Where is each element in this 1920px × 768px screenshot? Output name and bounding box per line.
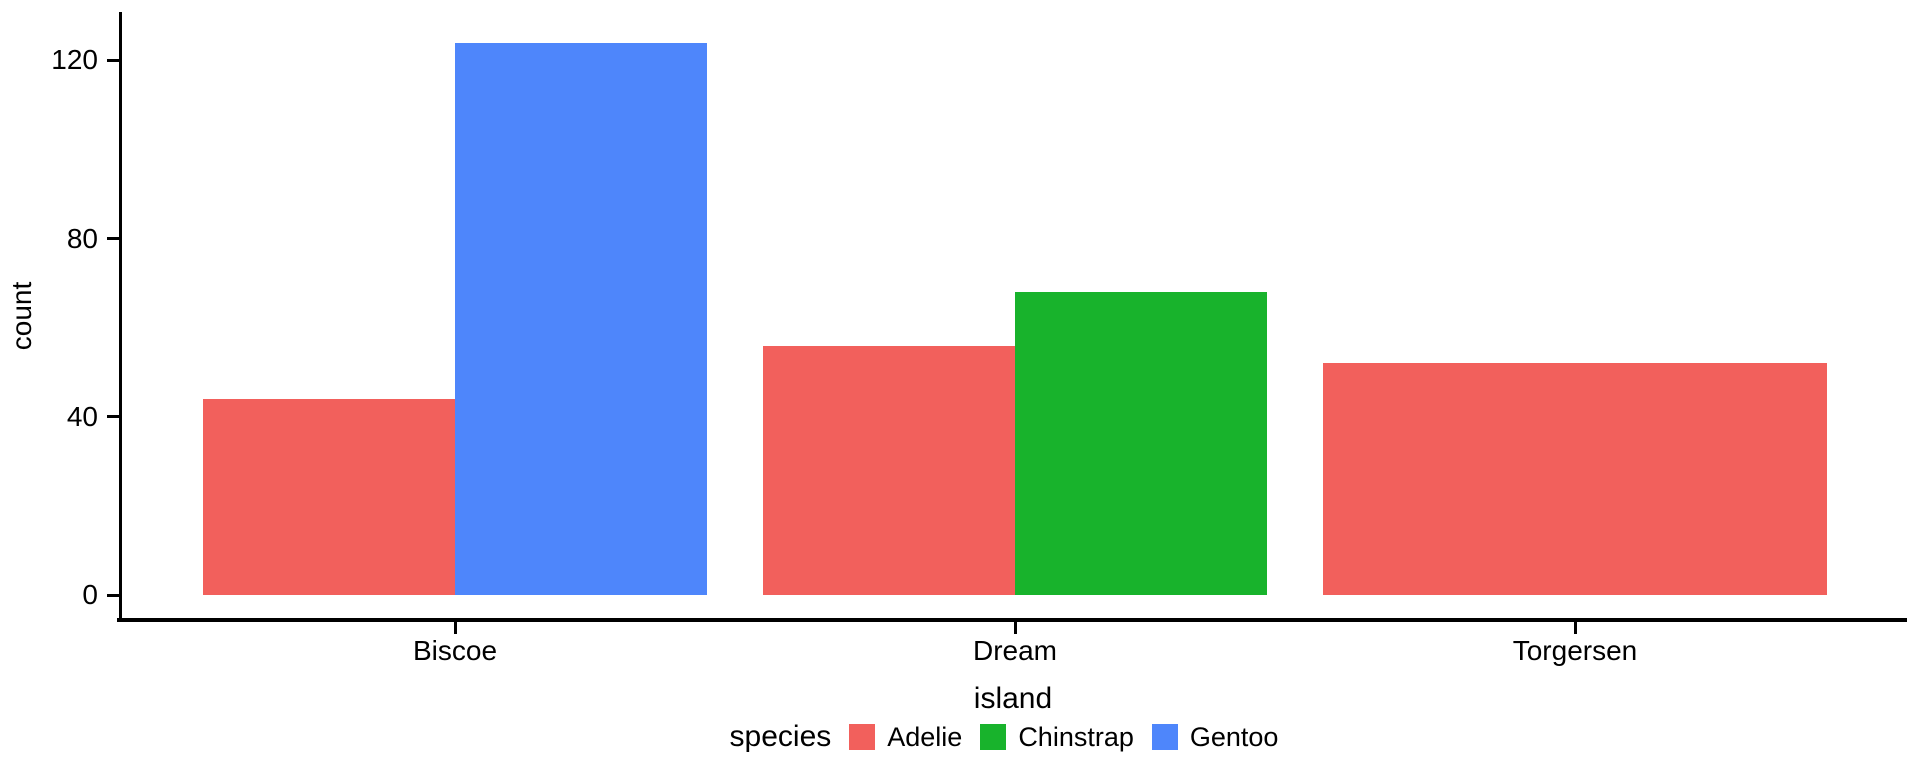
y-tick-label-80: 80 xyxy=(66,222,98,254)
x-tick-mark xyxy=(1013,622,1017,634)
x-axis-line xyxy=(117,618,1907,622)
bar-dream-chinstrap xyxy=(1015,292,1267,595)
legend-label-adelie: Adelie xyxy=(887,721,963,752)
y-tick-label-40: 40 xyxy=(66,400,98,432)
legend-label-gentoo: Gentoo xyxy=(1189,721,1279,752)
legend-entries: Adelie Chinstrap Gentoo xyxy=(849,722,1296,753)
y-tick-label-120: 120 xyxy=(51,44,98,76)
y-tick-mark xyxy=(107,593,119,597)
y-axis-line xyxy=(119,12,122,622)
x-axis-title: island xyxy=(973,682,1053,715)
y-axis-title: count xyxy=(6,281,37,351)
legend-entry-chinstrap: Chinstrap xyxy=(980,722,1134,753)
y-tick-label-0: 0 xyxy=(82,579,98,610)
y-tick-mark xyxy=(107,415,119,419)
x-tick-label-biscoe: Biscoe xyxy=(412,635,498,666)
legend-title: species xyxy=(729,720,832,753)
legend-label-chinstrap: Chinstrap xyxy=(1018,721,1134,752)
x-tick-label-dream: Dream xyxy=(972,635,1057,666)
legend-entry-adelie: Adelie xyxy=(849,722,962,753)
y-tick-mark xyxy=(107,237,119,241)
x-tick-mark xyxy=(1573,622,1577,634)
legend: species Adelie Chinstrap Gentoo xyxy=(119,720,1907,754)
legend-swatch-chinstrap xyxy=(980,724,1007,750)
legend-entry-gentoo: Gentoo xyxy=(1151,721,1279,753)
bar-torgersen-adelie xyxy=(1323,363,1827,595)
x-tick-label-torgersen: Torgersen xyxy=(1512,635,1638,666)
x-tick-mark xyxy=(453,622,457,634)
bar-biscoe-gentoo xyxy=(455,42,707,595)
bar-biscoe-adelie xyxy=(203,399,455,595)
legend-swatch-gentoo xyxy=(1151,724,1178,750)
legend-swatch-adelie xyxy=(849,724,876,750)
bar-dream-adelie xyxy=(763,345,1015,595)
y-tick-mark xyxy=(107,58,119,62)
